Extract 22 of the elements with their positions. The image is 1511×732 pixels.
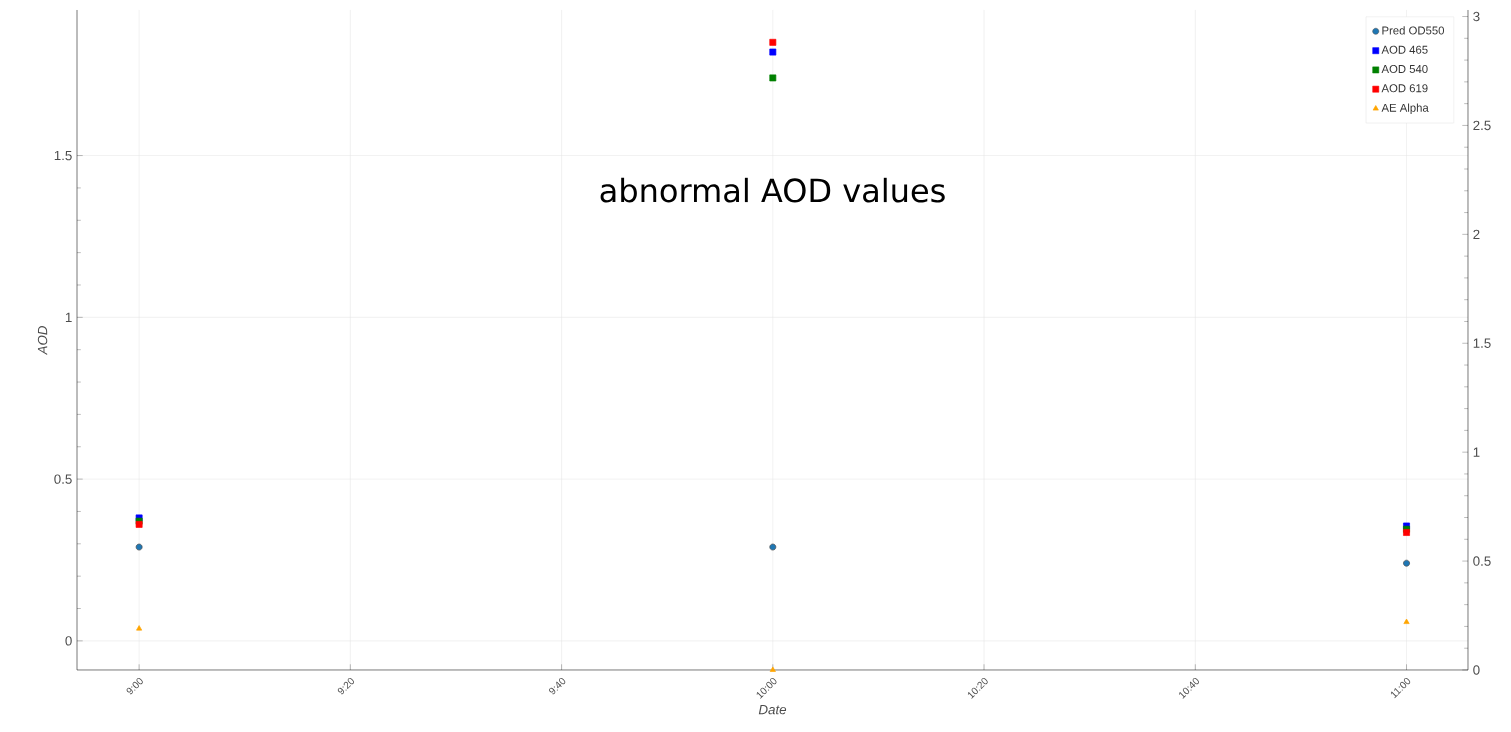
- annotation: abnormal AOD values: [600, 177, 945, 203]
- y2-tick-label: 2: [1473, 229, 1480, 239]
- legend-label: AOD 465: [1381, 45, 1428, 54]
- x-tick-label: 9:40: [549, 677, 566, 695]
- y-tick-label: 0.5: [54, 474, 72, 484]
- y2-tick-label: 1.5: [1473, 338, 1491, 348]
- y2-tick-label: 0.5: [1473, 556, 1491, 566]
- x-tick-label: 9:00: [126, 677, 143, 695]
- y-tick-label: 0: [65, 636, 72, 646]
- legend-label: AOD 619: [1381, 84, 1428, 93]
- y2-tick-label: 0: [1473, 665, 1480, 675]
- y2-tick-label: 3: [1473, 11, 1480, 22]
- legend-label: AOD 540: [1381, 64, 1428, 73]
- y-tick-label: 1: [65, 312, 72, 322]
- y2-tick-label: 2.5: [1473, 120, 1491, 131]
- y-tick-label: 1.5: [54, 150, 72, 161]
- x-axis-title: Date: [758, 705, 787, 715]
- y2-tick-label: 1: [1473, 447, 1480, 457]
- legend-label: AE Alpha: [1381, 103, 1429, 115]
- legend-label: Pred OD550: [1382, 26, 1445, 35]
- x-tick-label: 9:20: [337, 677, 355, 695]
- y-axis-title: AOD: [37, 325, 48, 356]
